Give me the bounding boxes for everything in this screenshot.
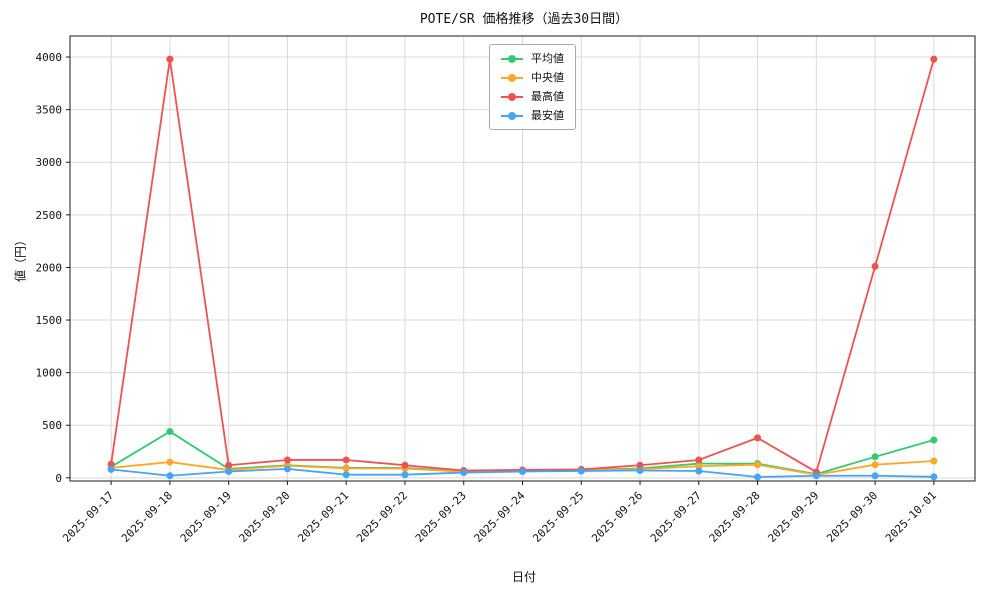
x-tick-label: 2025-09-28	[707, 489, 763, 545]
x-tick-label: 2025-09-24	[472, 489, 528, 545]
series-marker-最安値	[519, 468, 526, 476]
legend-item-最安値: 最安値	[501, 110, 564, 121]
series-marker-中央値	[342, 464, 350, 472]
series-marker-平均値	[930, 436, 938, 444]
series-marker-平均値	[166, 428, 174, 436]
x-tick-label: 2025-09-21	[295, 489, 351, 545]
y-tick-label: 2000	[36, 261, 63, 274]
legend-item-平均値: 平均値	[501, 53, 564, 64]
series-marker-最安値	[401, 471, 409, 479]
series-marker-最安値	[812, 472, 820, 480]
series-marker-最高値	[636, 461, 644, 469]
y-tick-label: 4000	[36, 51, 63, 64]
series-marker-最高値	[930, 55, 938, 63]
x-tick-label: 2025-09-23	[413, 489, 469, 545]
series-marker-最高値	[342, 456, 350, 464]
series-marker-最高値	[283, 456, 291, 464]
series-marker-中央値	[871, 461, 879, 469]
series-marker-最高値	[401, 461, 409, 469]
legend-label: 最安値	[531, 109, 564, 122]
series-marker-最安値	[636, 466, 644, 474]
series-marker-最安値	[754, 473, 762, 481]
y-axis-label: 値（円）	[13, 233, 28, 283]
series-marker-最高値	[754, 434, 762, 442]
x-tick-label: 2025-09-25	[530, 489, 586, 545]
series-marker-最安値	[871, 472, 879, 480]
y-tick-label: 1500	[36, 314, 63, 327]
legend-dot-marker	[508, 92, 516, 101]
legend-item-中央値: 中央値	[501, 72, 564, 83]
series-marker-平均値	[871, 453, 879, 461]
legend-line-marker	[501, 73, 523, 82]
legend-item-最高値: 最高値	[501, 91, 564, 102]
y-tick-label: 500	[42, 419, 62, 432]
legend-label: 中央値	[531, 71, 564, 84]
series-marker-最安値	[460, 469, 468, 477]
x-tick-label: 2025-09-22	[354, 489, 410, 545]
series-marker-中央値	[754, 461, 762, 469]
legend: 平均値中央値最高値最安値	[489, 44, 576, 130]
x-tick-label: 2025-09-26	[589, 489, 645, 545]
legend-dot-marker	[508, 54, 516, 63]
x-tick-label: 2025-09-19	[178, 489, 234, 545]
legend-line-marker	[501, 92, 523, 101]
series-marker-最安値	[107, 465, 115, 473]
legend-label: 平均値	[531, 52, 564, 65]
legend-dot-marker	[508, 73, 516, 82]
series-marker-最安値	[342, 471, 350, 479]
legend-line-marker	[501, 54, 523, 63]
series-marker-最安値	[225, 468, 233, 476]
series-marker-最安値	[166, 472, 174, 480]
y-tick-label: 2500	[36, 209, 63, 222]
legend-dot-marker	[508, 111, 516, 120]
legend-label: 最高値	[531, 90, 564, 103]
series-marker-最安値	[930, 473, 938, 481]
chart-title: POTE/SR 価格推移（過去30日間）	[419, 12, 629, 27]
x-tick-label: 2025-10-01	[883, 489, 939, 545]
x-axis-label: 日付	[511, 570, 537, 584]
series-marker-最高値	[871, 262, 879, 270]
series-marker-最高値	[225, 461, 233, 469]
x-tick-label: 2025-09-29	[765, 489, 821, 545]
y-tick-label: 1000	[36, 367, 63, 380]
x-tick-label: 2025-09-30	[824, 489, 880, 545]
y-tick-label: 3500	[36, 104, 63, 117]
y-tick-label: 0	[55, 472, 62, 485]
series-marker-最安値	[695, 467, 703, 475]
series-marker-中央値	[166, 458, 174, 466]
y-tick-label: 3000	[36, 156, 63, 169]
series-marker-最高値	[107, 460, 115, 468]
legend-line-marker	[501, 111, 523, 120]
x-tick-label: 2025-09-17	[60, 489, 116, 545]
x-tick-label: 2025-09-20	[237, 489, 293, 545]
series-marker-中央値	[930, 457, 938, 465]
series-marker-最安値	[283, 465, 291, 473]
series-marker-最高値	[695, 456, 703, 464]
series-marker-最高値	[166, 55, 174, 63]
series-marker-最安値	[577, 467, 585, 475]
x-tick-label: 2025-09-18	[119, 489, 175, 545]
x-tick-label: 2025-09-27	[648, 489, 704, 545]
